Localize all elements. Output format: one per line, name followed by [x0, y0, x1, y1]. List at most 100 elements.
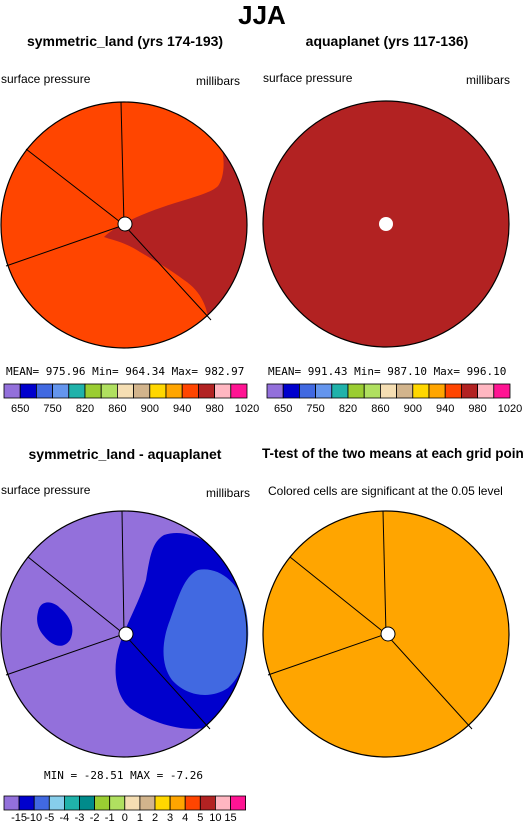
colorbar-tick-label: -5 [44, 812, 54, 824]
colorbar-tick-label: 900 [404, 403, 422, 415]
colorbar-swatch [181, 383, 199, 399]
panel-title-difference: symmetric_land - aquaplanet [28, 446, 222, 462]
colorbar-swatch [363, 383, 381, 399]
colorbar-swatch [266, 383, 284, 399]
colorbar-swatch [379, 383, 397, 399]
colorbar-swatch [139, 795, 156, 811]
colorbar-swatch [230, 383, 248, 399]
colorbar-tick-label: 820 [339, 403, 357, 415]
colorbar-swatch [347, 383, 365, 399]
colorbar-tick-label: 860 [371, 403, 389, 415]
panel-variable-label: surface pressure [1, 483, 91, 497]
colorbar-swatch [444, 383, 462, 399]
colorbar-tick-label: 820 [76, 403, 94, 415]
colorbar-tick-label: -10 [26, 812, 42, 824]
colorbar-swatch [214, 795, 231, 811]
colorbar-tick-label: 4 [182, 812, 188, 824]
colorbar-swatch [79, 795, 96, 811]
colorbar-swatch [84, 383, 102, 399]
colorbar-difference: -15 -10 -5 -4 -3 -2 -1 0 1 2 3 4 5 10 15 [3, 795, 247, 824]
panel-title-ttest: T-test of the two means at each grid poi… [262, 446, 524, 461]
colorbar-swatch [100, 383, 118, 399]
colorbar-swatch [94, 795, 111, 811]
colorbar-tick-label: -1 [105, 812, 115, 824]
colorbar-swatch [109, 795, 126, 811]
colorbar-tick-label: 940 [173, 403, 191, 415]
colorbar-swatch [197, 383, 215, 399]
colorbar-pressure-left: 650 750 820 860 900 940 980 1020 [3, 383, 259, 415]
colorbar-tick-label: 650 [11, 403, 29, 415]
main-title: JJA [238, 0, 286, 30]
colorbar-swatch [149, 383, 167, 399]
colorbar-swatch [199, 795, 216, 811]
colorbar-swatch [214, 383, 232, 399]
panel-units-label: millibars [466, 73, 511, 87]
colorbar-swatch [315, 383, 333, 399]
colorbar-tick-label: 0 [122, 812, 128, 824]
colorbar-swatch [298, 383, 316, 399]
colorbar-swatch [3, 795, 20, 811]
ttest-map [262, 510, 510, 758]
colorbar-tick-label: 2 [152, 812, 158, 824]
panel-stats: MEAN= 975.96 Min= 964.34 Max= 982.97 [6, 365, 245, 378]
colorbar-tick-label: 1020 [498, 403, 522, 415]
colorbar-swatch [18, 795, 35, 811]
colorbar-swatch [412, 383, 430, 399]
colorbar-swatch [133, 383, 151, 399]
colorbar-tick-label: -4 [60, 812, 70, 824]
colorbar-tick-label: -15 [11, 812, 27, 824]
panel-units-label: millibars [206, 486, 251, 500]
colorbar-tick-label: 940 [436, 403, 454, 415]
colorbar-swatch [331, 383, 349, 399]
panel-note-label: Colored cells are significant at the 0.0… [268, 484, 503, 498]
colorbar-tick-label: 900 [141, 403, 159, 415]
colorbar-swatch [33, 795, 50, 811]
colorbar-swatch [460, 383, 478, 399]
colorbar-pressure-right: 650 750 820 860 900 940 980 1020 [266, 383, 522, 415]
colorbar-swatch [19, 383, 37, 399]
panel-title-symmetric-land: symmetric_land (yrs 174-193) [26, 33, 224, 49]
colorbar-tick-label: 15 [224, 812, 236, 824]
colorbar-tick-label: 5 [197, 812, 203, 824]
panel-title-aquaplanet: aquaplanet (yrs 117-136) [305, 33, 469, 49]
colorbar-swatch [169, 795, 186, 811]
colorbar-swatch [477, 383, 495, 399]
colorbar-swatch [493, 383, 511, 399]
colorbar-swatch [230, 795, 247, 811]
colorbar-swatch [428, 383, 446, 399]
colorbar-swatch [165, 383, 183, 399]
panel-variable-label: surface pressure [263, 71, 353, 85]
panel-units-label: millibars [196, 74, 241, 88]
difference-map [0, 510, 249, 758]
colorbar-swatch [396, 383, 414, 399]
colorbar-tick-label: 750 [43, 403, 61, 415]
colorbar-tick-label: 750 [306, 403, 324, 415]
colorbar-tick-label: 980 [468, 403, 486, 415]
colorbar-swatch [64, 795, 80, 811]
symmetric-land-map [0, 101, 248, 349]
colorbar-swatch [36, 383, 54, 399]
colorbar-tick-label: 3 [167, 812, 173, 824]
colorbar-swatch [154, 795, 171, 811]
panel-stats: MIN = -28.51 MAX = -7.26 [44, 769, 203, 782]
colorbar-tick-label: 860 [108, 403, 126, 415]
aquaplanet-map [262, 100, 510, 348]
colorbar-tick-label: 1 [137, 812, 143, 824]
colorbar-swatch [124, 795, 141, 811]
colorbar-tick-label: -3 [75, 812, 85, 824]
colorbar-swatch [282, 383, 300, 399]
colorbar-tick-label: 1020 [235, 403, 259, 415]
panel-variable-label: surface pressure [1, 72, 91, 86]
colorbar-tick-label: -2 [90, 812, 100, 824]
colorbar-tick-label: 650 [274, 403, 292, 415]
colorbar-tick-label: 980 [205, 403, 223, 415]
colorbar-swatch [68, 383, 86, 399]
colorbar-swatch [48, 795, 65, 811]
colorbar-swatch [117, 383, 135, 399]
panel-stats: MEAN= 991.43 Min= 987.10 Max= 996.10 [268, 365, 507, 378]
colorbar-swatch [184, 795, 201, 811]
colorbar-swatch [3, 383, 21, 399]
colorbar-swatch [52, 383, 70, 399]
colorbar-tick-label: 10 [209, 812, 221, 824]
